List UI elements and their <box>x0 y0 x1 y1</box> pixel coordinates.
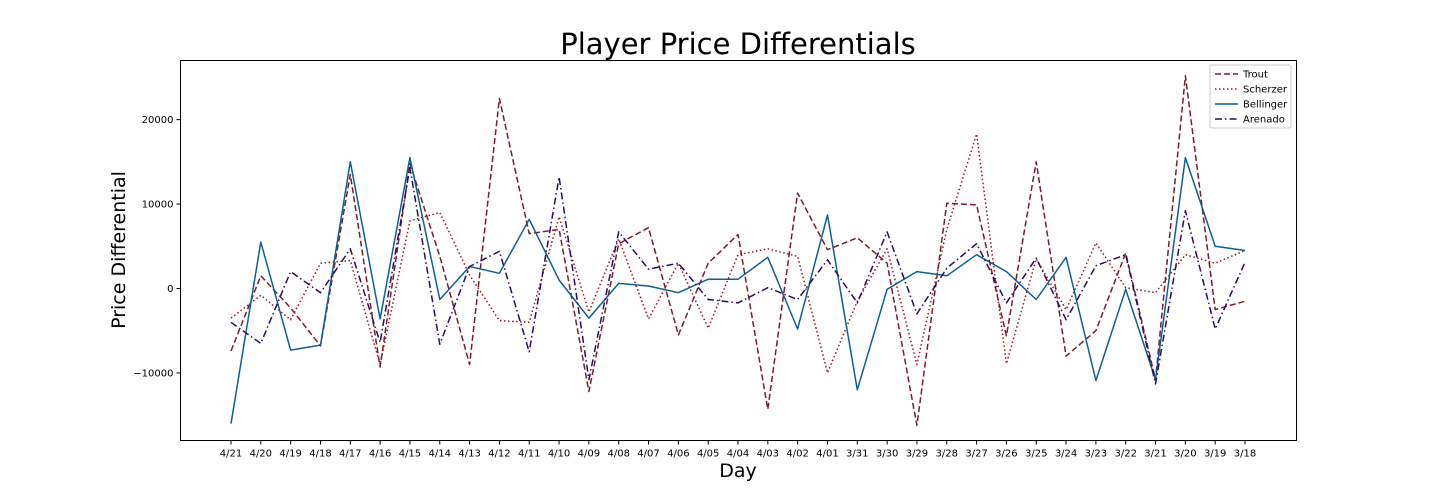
x-tick-label: 4/03 <box>757 449 779 460</box>
x-tick-label: 4/20 <box>250 449 272 460</box>
legend-label-scherzer: Scherzer <box>1243 85 1288 96</box>
x-tick-label: 4/18 <box>309 449 331 460</box>
x-tick-label: 4/02 <box>786 449 808 460</box>
x-tick-label: 4/21 <box>220 449 242 460</box>
x-tick-label: 4/07 <box>637 449 659 460</box>
x-tick-label: 3/27 <box>965 449 987 460</box>
series-line-scherzer <box>230 133 1246 374</box>
x-tick-label: 3/21 <box>1144 449 1166 460</box>
x-tick-label: 4/01 <box>816 449 838 460</box>
y-axis: −10000 0 10000 20000 <box>133 115 181 379</box>
y-tick-label: 20000 <box>142 115 174 126</box>
axes-frame <box>180 60 1297 441</box>
x-tick-label: 3/24 <box>1055 449 1077 460</box>
x-tick-label: 4/12 <box>488 449 510 460</box>
legend-frame <box>1209 64 1292 129</box>
x-tick-label: 4/11 <box>518 449 540 460</box>
x-tick-label: 4/09 <box>578 449 600 460</box>
x-tick-label: 4/14 <box>429 449 451 460</box>
y-tick-label: −10000 <box>133 368 173 379</box>
legend: Trout Scherzer Bellinger Arenado <box>1209 64 1292 129</box>
x-tick-label: 4/10 <box>548 449 570 460</box>
y-tick-label: 10000 <box>142 200 174 211</box>
x-axis: 4/21 4/20 4/19 4/18 4/17 4/16 4/15 4/14 4/13 4/12… <box>220 440 1256 460</box>
x-tick-label: 3/30 <box>876 449 898 460</box>
x-tick-label: 3/31 <box>846 449 868 460</box>
x-tick-label: 3/29 <box>906 449 928 460</box>
x-tick-label: 3/26 <box>995 449 1017 460</box>
x-tick-label: 3/18 <box>1234 449 1256 460</box>
x-tick-label: 4/04 <box>727 449 749 460</box>
x-tick-label: 4/17 <box>339 449 361 460</box>
x-axis-label: Day <box>719 460 757 482</box>
x-tick-label: 3/19 <box>1204 449 1226 460</box>
series-line-trout <box>230 74 1246 427</box>
x-tick-label: 4/05 <box>697 449 719 460</box>
x-tick-label: 4/16 <box>369 449 391 460</box>
x-tick-label: 3/20 <box>1174 449 1196 460</box>
legend-label-bellinger: Bellinger <box>1243 100 1288 111</box>
x-tick-label: 4/15 <box>399 449 421 460</box>
chart-title: Player Price Differentials <box>560 27 916 61</box>
x-tick-label: 4/08 <box>607 449 629 460</box>
legend-label-arenado: Arenado <box>1243 115 1285 126</box>
y-tick-label: 0 <box>167 284 173 295</box>
legend-label-trout: Trout <box>1242 70 1268 81</box>
plot-area <box>230 74 1246 427</box>
x-tick-label: 4/06 <box>667 449 689 460</box>
series-line-bellinger <box>230 156 1246 424</box>
y-axis-label: Price Differential <box>108 171 130 329</box>
x-tick-label: 4/19 <box>279 449 301 460</box>
x-tick-label: 3/23 <box>1085 449 1107 460</box>
series-line-arenado <box>230 166 1246 385</box>
x-tick-label: 3/28 <box>936 449 958 460</box>
x-tick-label: 3/22 <box>1114 449 1136 460</box>
x-tick-label: 4/13 <box>458 449 480 460</box>
x-tick-label: 3/25 <box>1025 449 1047 460</box>
